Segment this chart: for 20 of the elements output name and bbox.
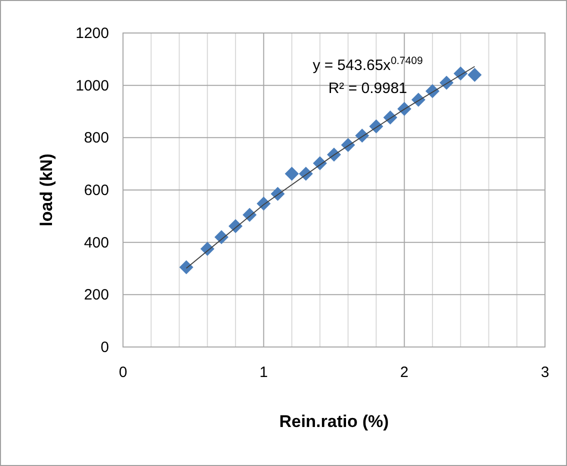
x-tick-label: 1 (259, 364, 268, 381)
point (298, 166, 313, 181)
point (256, 196, 271, 211)
x-tick-label: 2 (400, 364, 409, 381)
point (468, 68, 482, 82)
y-tick-label: 1200 (76, 25, 109, 42)
y-tick-label: 600 (84, 182, 109, 199)
point (179, 260, 194, 274)
annotation: y = 543.65x$^{0.7409}$ (312, 55, 423, 74)
annotation: R² = 0.9981 (328, 80, 408, 97)
y-tick-label: 200 (84, 286, 109, 304)
y-tick-label: 0 (100, 339, 109, 356)
x-tick-label: 0 (118, 364, 128, 381)
point (284, 166, 299, 181)
x-axis-title: Rein.ratio (%) (279, 412, 389, 431)
y-axis-title: load (kN) (37, 154, 56, 226)
x-tick-label: 3 (540, 364, 550, 381)
y-tick-label: 400 (84, 234, 109, 252)
y-tick-label: 1000 (76, 77, 109, 94)
y-tick-label: 800 (84, 130, 109, 147)
